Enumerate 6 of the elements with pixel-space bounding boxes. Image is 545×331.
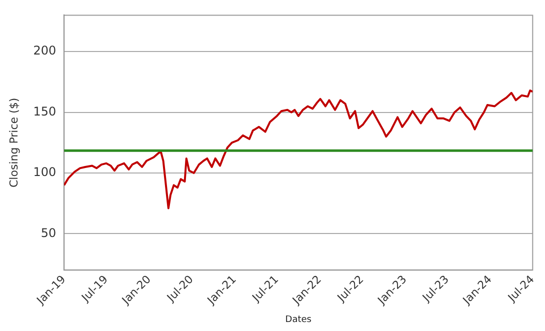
y-tick-label: 100	[33, 165, 56, 180]
y-tick-label: 150	[33, 104, 56, 118]
y-axis-title: Closing Price ($)	[7, 98, 20, 188]
x-axis-title: Dates	[285, 314, 312, 325]
y-tick-label: 50	[40, 226, 56, 240]
y-tick-label: 200	[33, 44, 56, 58]
